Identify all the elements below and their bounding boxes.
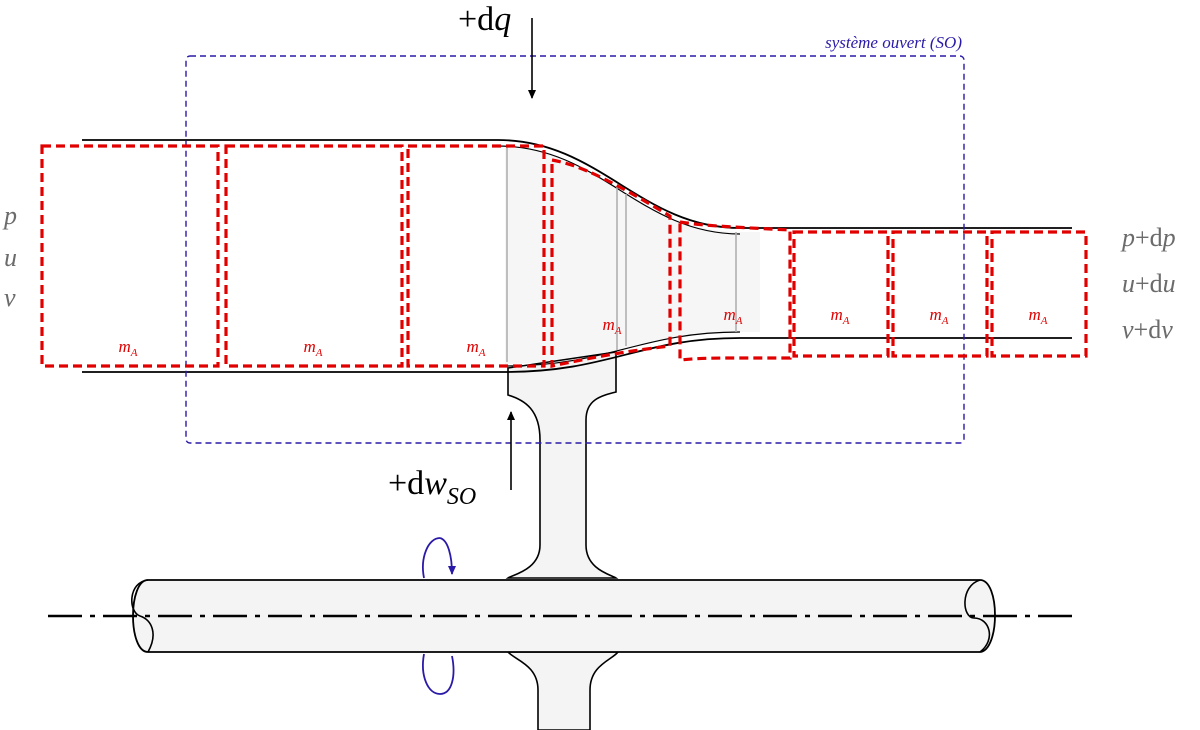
nozzle-fluid-fill <box>505 148 760 364</box>
mass-label-8: mA <box>1028 305 1047 327</box>
mass-box-1 <box>40 144 220 368</box>
mass-label-4: mA <box>602 315 621 337</box>
rotation-arrow-upper <box>422 537 441 579</box>
mass-labels: mA mA mA mA mA mA mA mA <box>118 305 1047 359</box>
shaft-left-end <box>131 579 154 653</box>
turbine-blade-upper <box>505 351 619 579</box>
rotation-arrow-lower <box>422 653 455 695</box>
work-label: +dwSO <box>388 465 476 510</box>
turbine-blade-lower <box>506 651 620 730</box>
mass-box-5 <box>678 220 792 362</box>
nozzle-sections <box>506 146 737 362</box>
inlet-state-labels: p u v <box>2 201 17 312</box>
mass-box-4 <box>550 158 672 368</box>
duct-wall-bottom <box>82 337 1072 373</box>
mass-label-3: mA <box>466 337 485 359</box>
mass-box-2 <box>224 144 404 368</box>
duct-inner-wall-top <box>497 145 741 235</box>
mass-box-6 <box>792 230 890 358</box>
heat-label: +dq <box>458 1 511 38</box>
inlet-pressure: p <box>2 201 17 230</box>
mass-label-2: mA <box>303 337 322 359</box>
mass-label-1: mA <box>118 337 137 359</box>
shaft-right-end <box>964 579 991 653</box>
outlet-pressure: p+dp <box>1120 223 1176 252</box>
outlet-specific-volume: v+dv <box>1122 315 1173 344</box>
inlet-internal-energy: u <box>4 243 17 272</box>
mass-label-6: mA <box>830 305 849 327</box>
open-system-boundary <box>185 55 965 444</box>
system-label: système ouvert (SO) <box>825 33 962 52</box>
outlet-state-labels: p+dp u+du v+dv <box>1120 223 1176 344</box>
outlet-internal-energy: u+du <box>1122 269 1176 298</box>
mass-label-7: mA <box>929 305 948 327</box>
mass-box-3 <box>406 144 546 368</box>
mass-label-5: mA <box>723 305 742 327</box>
rotation-arrow-head <box>439 537 456 575</box>
inlet-specific-volume: v <box>4 283 16 312</box>
mass-box-7 <box>891 230 989 358</box>
mass-box-8 <box>990 230 1088 358</box>
mass-boxes <box>40 144 1088 368</box>
